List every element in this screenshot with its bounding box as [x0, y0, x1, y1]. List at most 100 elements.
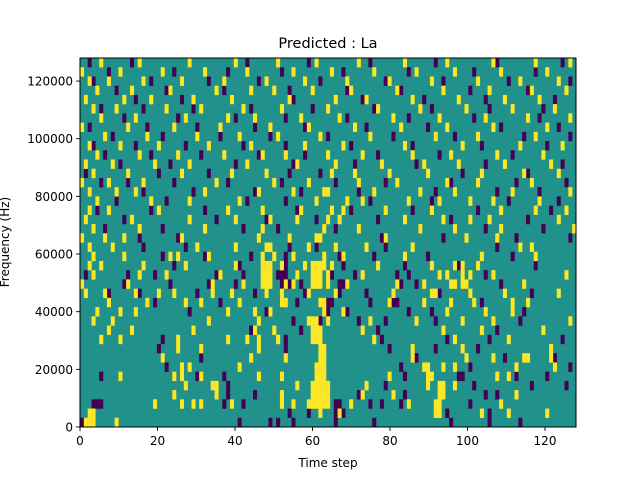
heatmap-cell-high: [233, 260, 238, 271]
heatmap-cell-low: [433, 187, 438, 197]
x-tick-label: 100: [456, 434, 479, 448]
heatmap-cell-high: [237, 362, 242, 372]
heatmap-cell-high: [318, 371, 323, 382]
x-tick-label: 20: [150, 434, 165, 448]
heatmap-cell-low: [303, 288, 308, 299]
heatmap-cell-high: [118, 307, 123, 317]
heatmap-cell-low: [495, 242, 500, 252]
heatmap-cell-high: [279, 297, 284, 308]
heatmap-cell-high: [549, 343, 554, 354]
heatmap-cell-low: [191, 187, 196, 197]
heatmap-cell-high: [137, 270, 142, 280]
heatmap-cell-low: [314, 214, 319, 225]
heatmap-cell-low: [264, 214, 269, 225]
heatmap-cell-low: [326, 307, 331, 317]
heatmap-cell-high: [479, 168, 484, 179]
heatmap-cell-high: [549, 159, 554, 169]
heatmap-cell-high: [229, 399, 234, 409]
heatmap-cell-low: [460, 168, 465, 179]
heatmap-cell-high: [191, 399, 196, 409]
heatmap-cell-high: [179, 233, 185, 243]
heatmap-cell-high: [491, 196, 496, 206]
heatmap-cell-low: [249, 251, 254, 262]
heatmap-cell-high: [256, 343, 261, 354]
heatmap-cell-low: [187, 307, 192, 317]
heatmap-cell-low: [379, 399, 384, 409]
heatmap-cell-high: [526, 353, 531, 363]
heatmap-cell-high: [145, 131, 150, 142]
heatmap-cell-high: [141, 260, 146, 271]
heatmap-cell-low: [568, 76, 573, 86]
heatmap-cell-low: [560, 159, 565, 169]
heatmap-cell-low: [341, 260, 346, 271]
heatmap-cell-low: [214, 214, 219, 225]
heatmap-cell-high: [318, 297, 323, 308]
heatmap-cell-low: [387, 343, 392, 354]
heatmap-cell-low: [122, 279, 127, 289]
heatmap-cell-high: [349, 85, 354, 96]
heatmap-cell-low: [237, 260, 242, 271]
heatmap-cell-high: [264, 288, 269, 299]
heatmap-cell-high: [210, 279, 215, 289]
heatmap-cell-low: [87, 58, 92, 68]
heatmap-cell-low: [241, 224, 246, 234]
heatmap-cell-low: [249, 104, 254, 114]
heatmap-cell-low: [291, 159, 296, 169]
heatmap-cell-high: [460, 279, 465, 289]
heatmap-cell-high: [295, 159, 300, 169]
heatmap-cell-high: [391, 390, 396, 400]
heatmap-cell-high: [245, 334, 250, 345]
heatmap-cell-low: [522, 307, 527, 317]
heatmap-cell-high: [210, 288, 215, 299]
heatmap-cell-low: [376, 150, 381, 160]
heatmap-cell-high: [541, 150, 546, 160]
heatmap-cell-high: [245, 67, 250, 77]
heatmap-cell-high: [203, 67, 208, 77]
heatmap-cell-high: [464, 353, 469, 363]
heatmap-cell-high: [268, 214, 273, 225]
heatmap-cell-high: [372, 334, 377, 345]
heatmap-cell-high: [364, 380, 369, 391]
heatmap-cell-low: [518, 417, 523, 428]
x-tick-label: 80: [382, 434, 397, 448]
heatmap-cell-low: [468, 399, 473, 409]
heatmap-cell-high: [318, 279, 323, 289]
heatmap-cell-high: [314, 399, 319, 409]
heatmap-cell-high: [249, 141, 254, 151]
heatmap-cell-low: [495, 187, 500, 197]
heatmap-cell-high: [214, 177, 219, 188]
heatmap-cell-low: [237, 417, 242, 428]
heatmap-cell-high: [310, 380, 315, 391]
heatmap-cell-high: [187, 362, 192, 372]
heatmap-cell-low: [472, 113, 477, 123]
heatmap-cell-high: [91, 168, 96, 179]
heatmap-cell-high: [429, 260, 434, 271]
heatmap-cell-low: [326, 131, 331, 142]
heatmap-cell-high: [402, 58, 408, 68]
heatmap-cell-high: [341, 205, 346, 216]
heatmap-cell-high: [318, 334, 323, 345]
heatmap-cell-high: [433, 399, 438, 409]
heatmap-cell-low: [514, 233, 519, 243]
heatmap-cell-high: [399, 122, 404, 132]
heatmap-cell-low: [345, 85, 350, 96]
heatmap-cell-high: [395, 279, 400, 289]
heatmap-cell-low: [168, 159, 173, 169]
heatmap-cell-high: [137, 224, 142, 234]
heatmap-cell-high: [176, 150, 181, 160]
heatmap-cell-high: [229, 94, 234, 105]
heatmap-cell-low: [153, 270, 158, 280]
heatmap-cell-high: [545, 122, 550, 132]
heatmap-cell-high: [318, 325, 323, 335]
heatmap-cell-high: [402, 251, 408, 262]
heatmap-cell-low: [206, 76, 211, 86]
heatmap-cell-low: [249, 325, 254, 335]
heatmap-cell-low: [333, 224, 338, 234]
heatmap-cell-high: [110, 159, 115, 169]
heatmap-cell-low: [156, 168, 161, 179]
heatmap-cell-low: [556, 196, 561, 206]
heatmap-cell-high: [322, 353, 327, 363]
heatmap-cell-low: [356, 316, 361, 326]
heatmap-cell-low: [291, 94, 296, 105]
heatmap-cell-high: [187, 214, 192, 225]
